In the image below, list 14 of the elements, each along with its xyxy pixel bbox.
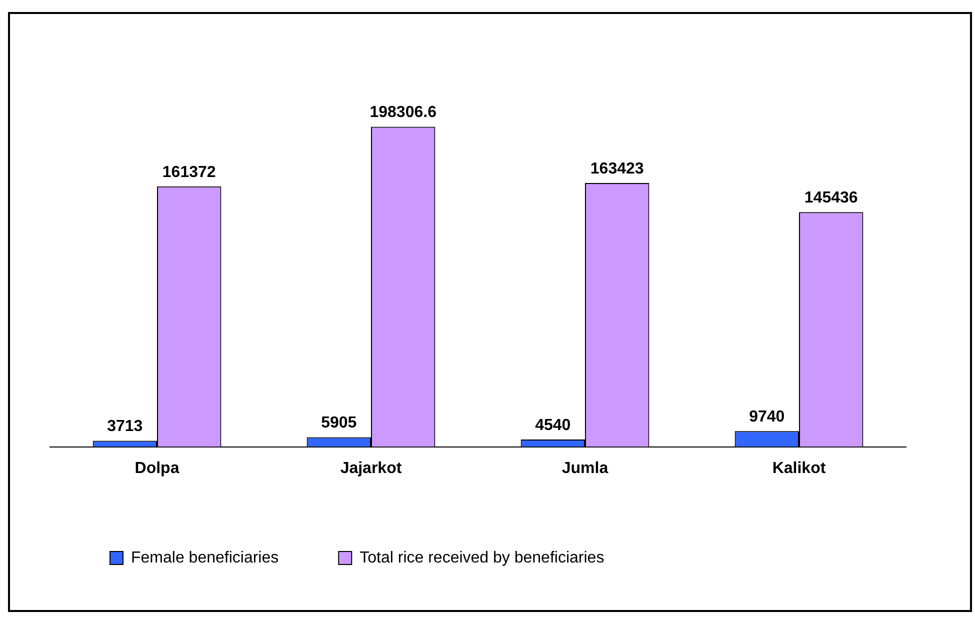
data-label: 4540: [535, 416, 571, 434]
legend-label: Female beneficiaries: [131, 549, 279, 566]
data-label: 3713: [107, 418, 143, 436]
data-label: 198306.6: [370, 104, 437, 122]
data-label: 145436: [804, 189, 858, 206]
data-label: 9740: [749, 408, 785, 426]
legend-label: Total rice received by beneficiaries: [360, 549, 604, 566]
data-label: 163423: [590, 160, 644, 178]
data-label: 161372: [162, 164, 216, 181]
x-tick-label: Jajarkot: [340, 460, 402, 477]
x-tick-label: Kalikot: [772, 460, 826, 477]
data-label: 5905: [321, 414, 357, 432]
x-tick-label: Jumla: [562, 460, 608, 477]
x-tick-label: Dolpa: [134, 460, 180, 477]
